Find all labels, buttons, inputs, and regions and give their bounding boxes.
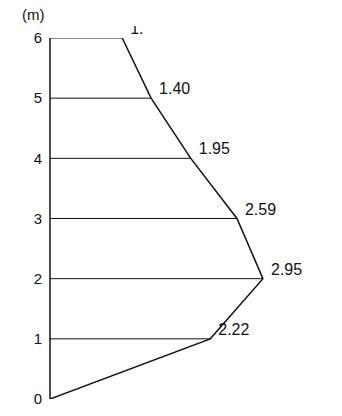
html-text:(m): (m) xyxy=(22,6,45,23)
svg-text:1.: 1. xyxy=(130,26,143,37)
svg-text:3: 3 xyxy=(34,210,42,227)
svg-text:5: 5 xyxy=(34,89,42,106)
svg-text:2.22: 2.22 xyxy=(218,321,249,338)
svg-text:4: 4 xyxy=(34,150,42,167)
svg-text:2.59: 2.59 xyxy=(245,201,276,218)
svg-text:1.95: 1.95 xyxy=(199,140,230,157)
svg-text:2.95: 2.95 xyxy=(271,261,302,278)
svg-text:2: 2 xyxy=(34,270,42,287)
svg-text:1: 1 xyxy=(34,330,42,347)
svg-text:1.40: 1.40 xyxy=(159,80,190,97)
svg-text:0: 0 xyxy=(34,390,42,407)
svg-text:6: 6 xyxy=(34,29,42,46)
